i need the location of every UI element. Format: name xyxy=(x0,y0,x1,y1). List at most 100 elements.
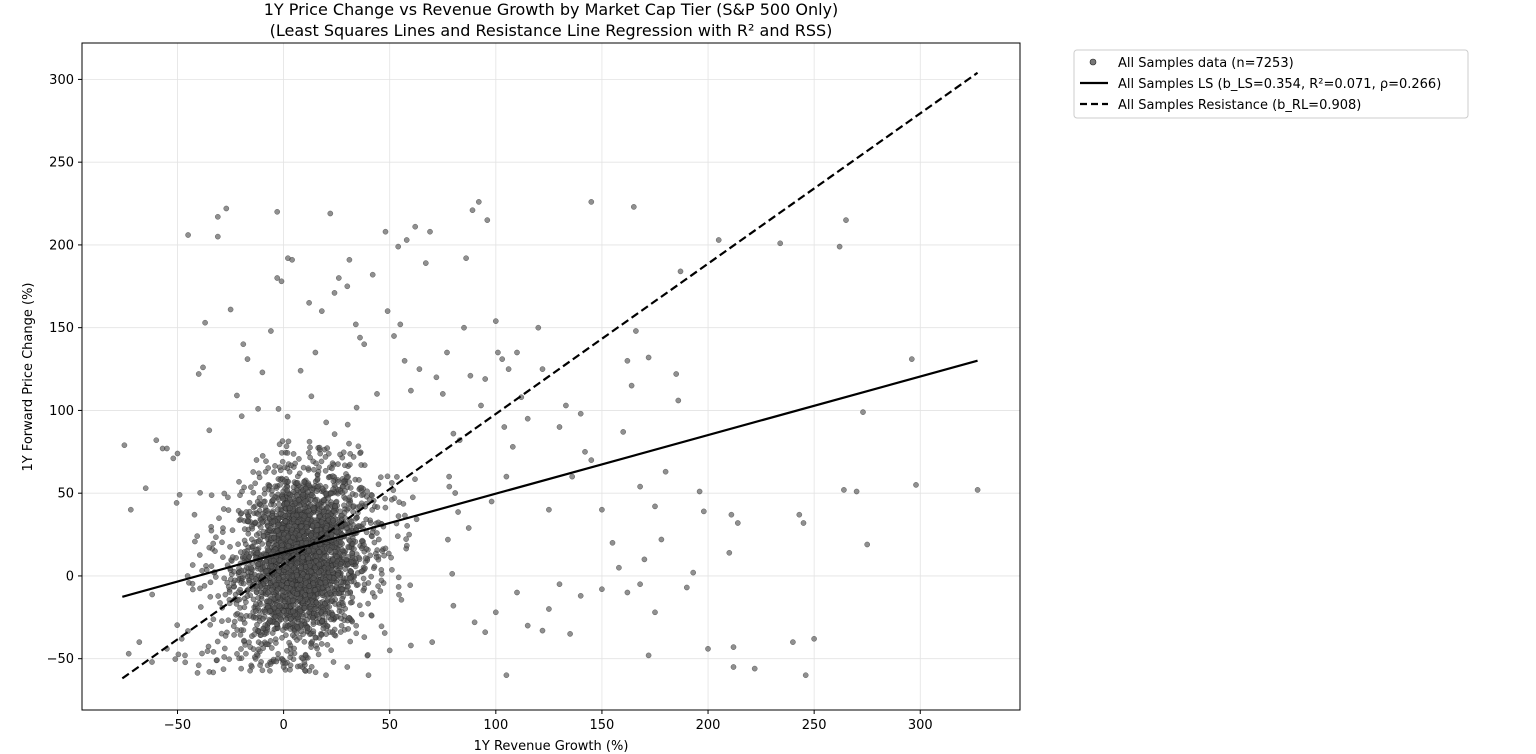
scatter-point xyxy=(287,505,293,512)
scatter-point xyxy=(342,488,348,494)
scatter-point xyxy=(409,494,416,501)
scatter-point xyxy=(353,404,360,411)
scatter-point xyxy=(348,559,355,565)
scatter-point xyxy=(346,494,353,501)
scatter-point xyxy=(730,664,737,670)
x-axis-ticks: −50 0 50 100 150 200 250 300 xyxy=(164,710,933,733)
scatter-point xyxy=(234,627,241,633)
scatter-point xyxy=(344,664,351,670)
scatter-point xyxy=(751,665,758,672)
scatter-point xyxy=(267,617,274,624)
scatter-point xyxy=(304,574,311,580)
x-tick-label: 0 xyxy=(279,718,287,733)
scatter-point xyxy=(492,609,499,616)
scatter-point xyxy=(267,661,274,667)
scatter-point xyxy=(327,547,333,554)
scatter-point xyxy=(391,333,397,339)
scatter-point xyxy=(384,473,391,480)
scatter-point xyxy=(288,462,294,469)
scatter-point xyxy=(272,483,279,490)
scatter-point xyxy=(377,474,384,481)
scatter-point xyxy=(403,536,409,542)
scatter-point xyxy=(246,580,253,586)
scatter-point xyxy=(331,431,338,437)
scatter-point xyxy=(484,217,491,223)
scatter-point xyxy=(257,524,264,531)
scatter-point xyxy=(344,590,351,597)
scatter-point xyxy=(294,624,301,630)
scatter-point xyxy=(475,199,482,205)
scatter-point xyxy=(250,489,257,496)
scatter-point xyxy=(356,477,362,483)
scatter-point xyxy=(293,572,300,578)
scatter-point xyxy=(339,609,345,615)
scatter-point xyxy=(908,356,915,362)
scatter-point xyxy=(841,487,847,493)
scatter-point xyxy=(365,600,371,607)
scatter-point xyxy=(176,491,183,498)
scatter-point xyxy=(357,334,363,341)
scatter-point xyxy=(427,228,433,235)
scatter-point xyxy=(317,450,324,457)
scatter-point xyxy=(641,556,648,563)
scatter-point xyxy=(677,268,684,275)
scatter-point xyxy=(535,324,542,331)
scatter-point xyxy=(503,473,510,480)
scatter-point xyxy=(278,278,285,285)
scatter-point xyxy=(347,638,354,645)
scatter-point xyxy=(231,577,238,584)
scatter-point xyxy=(294,518,301,525)
scatter-point xyxy=(429,639,436,645)
scatter-point xyxy=(260,533,267,539)
scatter-point xyxy=(282,616,289,623)
scatter-point xyxy=(329,465,335,472)
x-tick-label: 100 xyxy=(483,718,508,733)
scatter-point xyxy=(297,523,304,530)
scatter-point xyxy=(173,500,180,506)
scatter-point xyxy=(263,458,269,465)
scatter-point xyxy=(269,513,276,519)
scatter-point xyxy=(658,536,665,543)
scatter-point xyxy=(336,604,343,610)
scatter-point xyxy=(281,464,288,471)
scatter-point xyxy=(630,204,637,210)
scatter-point xyxy=(219,618,225,624)
scatter-point xyxy=(335,479,342,485)
scatter-point xyxy=(463,255,469,262)
scatter-point xyxy=(300,491,306,498)
scatter-point xyxy=(287,626,294,632)
scatter-point xyxy=(315,468,322,475)
scatter-point xyxy=(301,638,308,645)
scatter-point xyxy=(365,672,372,679)
scatter-point xyxy=(315,569,322,576)
scatter-point xyxy=(298,565,304,572)
scatter-point xyxy=(306,438,313,445)
scatter-point xyxy=(200,364,206,371)
scatter-point xyxy=(284,413,291,420)
scatter-point xyxy=(297,367,304,374)
scatter-point xyxy=(279,634,285,641)
scatter-point xyxy=(297,663,304,669)
scatter-point xyxy=(306,583,313,589)
scatter-point xyxy=(283,585,290,591)
scatter-point xyxy=(253,457,260,463)
scatter-point xyxy=(673,371,680,377)
scatter-point xyxy=(307,568,314,575)
scatter-point xyxy=(279,495,286,502)
least-squares-line xyxy=(122,359,978,598)
scatter-point xyxy=(299,554,306,561)
scatter-point xyxy=(248,484,254,490)
scatter-point xyxy=(227,543,233,550)
scatter-point xyxy=(213,534,219,541)
scatter-point xyxy=(329,460,336,467)
scatter-point xyxy=(403,237,410,243)
legend-label-resistance: All Samples Resistance (b_RL=0.908) xyxy=(1118,98,1361,113)
scatter-point xyxy=(335,275,342,281)
scatter-point xyxy=(381,552,387,559)
chart-subtitle: (Least Squares Lines and Resistance Line… xyxy=(270,21,833,40)
scatter-point xyxy=(172,656,179,662)
scatter-point xyxy=(230,623,237,629)
scatter-point xyxy=(796,511,803,518)
scatter-point xyxy=(318,504,325,511)
